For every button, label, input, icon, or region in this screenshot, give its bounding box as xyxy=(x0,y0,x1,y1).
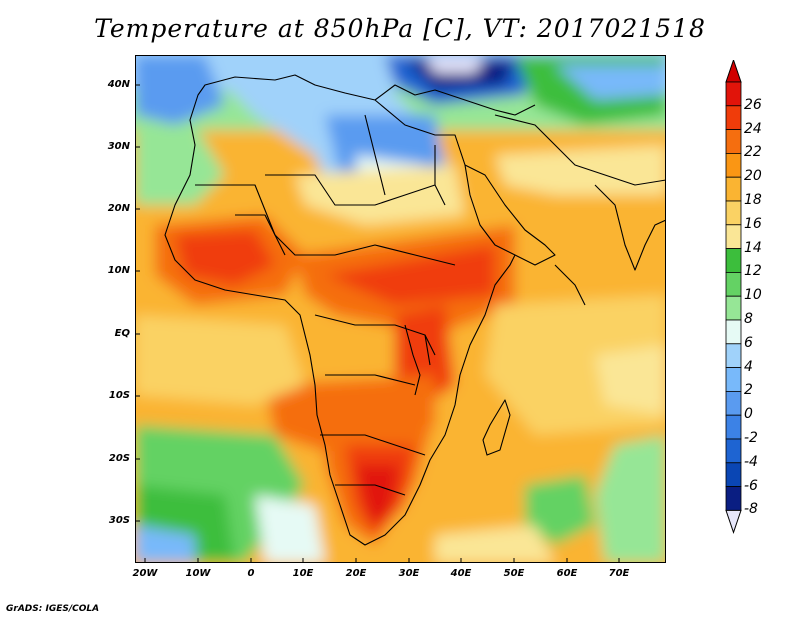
colorbar-segment xyxy=(725,414,742,440)
lon-tick-label: 10W xyxy=(185,568,211,579)
lon-tick-label: 50E xyxy=(503,568,525,579)
credit-text: GrADS: IGES/COLA xyxy=(6,604,100,614)
colorbar-segment xyxy=(725,367,742,392)
colorbar-tick-label: 24 xyxy=(744,120,762,137)
colorbar-over-triangle xyxy=(725,60,742,83)
colorbar-segment xyxy=(725,295,742,321)
colorbar-segment xyxy=(725,129,742,154)
colorbar-segment xyxy=(725,200,742,226)
chart-title: Temperature at 850hPa [C], VT: 201702151… xyxy=(94,14,706,43)
colorbar-segment xyxy=(725,486,742,511)
temperature-field xyxy=(135,55,666,563)
lat-tick-label: 10N xyxy=(107,265,130,276)
colorbar-segment xyxy=(725,176,742,202)
colorbar-segment xyxy=(725,105,742,130)
colorbar-tick-label: -2 xyxy=(744,430,758,446)
colorbar-segment xyxy=(725,224,742,250)
colorbar-tick-label: 18 xyxy=(744,192,762,208)
colorbar-tick-label: 2 xyxy=(744,382,753,399)
colorbar-tick-label: 26 xyxy=(744,96,762,113)
lat-tick-label: 10S xyxy=(108,390,130,401)
lon-tick-label: 10E xyxy=(292,568,314,579)
colorbar-tick-label: -4 xyxy=(744,453,758,470)
colorbar-segment xyxy=(725,248,742,273)
colorbar-tick-label: 8 xyxy=(744,311,753,327)
lat-tick-label: 40N xyxy=(107,79,130,90)
lat-tick-label: 30N xyxy=(107,141,130,152)
lon-tick-label: 0 xyxy=(247,568,255,579)
colorbar-tick-label: 6 xyxy=(744,334,753,351)
lon-tick-label: 60E xyxy=(556,568,578,579)
lon-tick-label: 20E xyxy=(345,568,367,579)
colorbar-segment xyxy=(725,390,742,416)
lon-tick-label: 20W xyxy=(132,568,158,579)
lon-tick-label: 30E xyxy=(398,568,420,579)
colorbar-tick-label: 20 xyxy=(744,168,762,185)
colorbar-under-triangle xyxy=(725,509,742,534)
colorbar-tick-label: 4 xyxy=(744,358,753,375)
colorbar-segment xyxy=(725,438,742,464)
colorbar-segment xyxy=(725,81,742,107)
colorbar-tick-label: 14 xyxy=(744,239,762,256)
colorbar-segment xyxy=(725,343,742,368)
lat-tick-label: 20N xyxy=(107,203,130,214)
colorbar-tick-label: 16 xyxy=(744,215,762,232)
colorbar-tick-label: 12 xyxy=(744,263,762,280)
colorbar-tick-label: 22 xyxy=(744,144,762,161)
colorbar-segment xyxy=(725,271,742,297)
lon-tick-label: 70E xyxy=(608,568,630,579)
colorbar-segment xyxy=(725,153,742,178)
lon-tick-label: 40E xyxy=(450,568,472,579)
colorbar xyxy=(725,60,742,534)
colorbar-segment xyxy=(725,319,742,345)
temperature-map xyxy=(135,55,666,563)
lat-tick-label: 20S xyxy=(108,453,130,464)
axis-ticks xyxy=(135,84,620,563)
coastlines xyxy=(164,74,666,546)
colorbar-tick-label: -6 xyxy=(744,477,758,494)
colorbar-segment xyxy=(725,462,742,487)
lat-tick-label: 30S xyxy=(108,515,130,526)
lat-tick-label: EQ xyxy=(114,328,130,339)
colorbar-tick-label: 10 xyxy=(744,287,762,304)
colorbar-tick-label: 0 xyxy=(744,406,753,423)
colorbar-tick-label: -8 xyxy=(744,501,758,518)
